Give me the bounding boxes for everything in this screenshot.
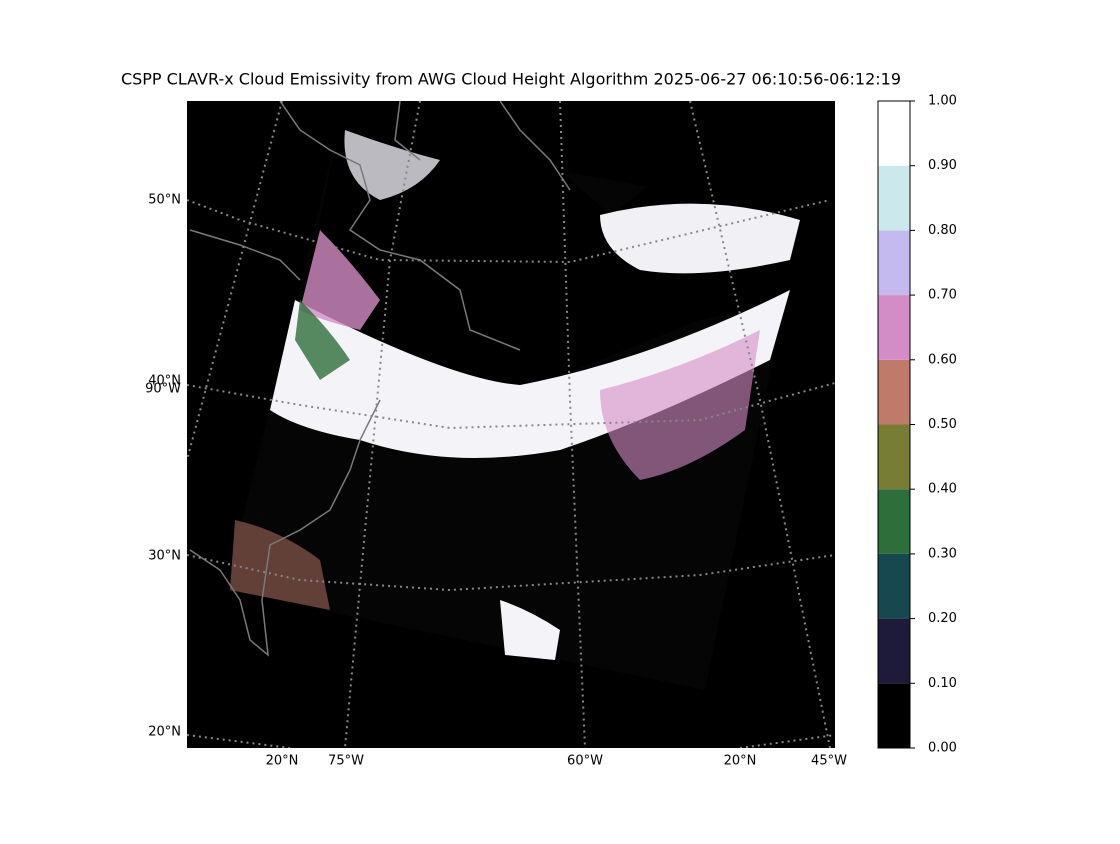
lat-label: 30°N [148, 549, 181, 564]
color-segment [878, 618, 910, 684]
lon-label: 90°W [145, 382, 181, 397]
cloud-band [270, 290, 790, 458]
cloud-patch [295, 300, 350, 380]
color-segment [878, 553, 910, 619]
tick-label: 0.50 [928, 417, 957, 432]
tick-label: 0.40 [928, 482, 957, 497]
lat-label: 20°N [266, 754, 299, 769]
color-segment [878, 101, 910, 166]
tick-label: 0.10 [928, 676, 957, 691]
tick-label: 0.90 [928, 158, 957, 173]
tick-label: 0.20 [928, 611, 957, 626]
lon-label: 45°W [811, 754, 847, 769]
lon-label: 75°W [328, 754, 364, 769]
coastline [189, 101, 571, 657]
lat-label: 20°N [724, 754, 757, 769]
map-title: CSPP CLAVR-x Cloud Emissivity from AWG C… [121, 70, 901, 89]
color-segment [878, 489, 910, 554]
lon-label: 60°W [567, 754, 603, 769]
lat-label: 50°N [148, 193, 181, 208]
cloud-patch [600, 330, 760, 480]
tick-label: 0.60 [928, 352, 957, 367]
lat-label: 20°N [148, 725, 181, 740]
graticule [187, 101, 835, 748]
tick-label: 0.00 [928, 741, 957, 756]
cloud-patch [300, 230, 380, 330]
color-segment [878, 295, 910, 360]
cloud-patch [230, 520, 330, 610]
cloud-patch [344, 130, 440, 200]
tick-label: 1.00 [928, 94, 957, 109]
color-segment [878, 683, 910, 748]
lat-label: 40°N [148, 374, 181, 389]
cloud-patch [600, 203, 800, 274]
color-segment [878, 230, 910, 296]
color-segment [878, 359, 910, 425]
cloud-patch [500, 600, 560, 660]
map [187, 101, 835, 748]
clear-area [300, 130, 803, 390]
color-segment [878, 165, 910, 231]
tick-label: 0.30 [928, 546, 957, 561]
tick-label: 0.70 [928, 288, 957, 303]
color-segment [878, 424, 910, 490]
colorbar: 0.00 0.10 0.20 0.30 0.40 0.50 0.60 0.70 0.80 0.90… [877, 94, 957, 756]
tick-label: 0.80 [928, 223, 957, 238]
